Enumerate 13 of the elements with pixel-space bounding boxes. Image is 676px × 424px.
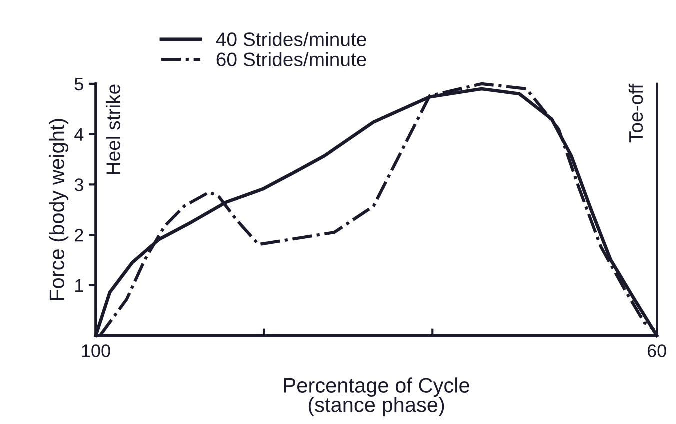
legend-label: 60 Strides/minute bbox=[216, 52, 366, 66]
y-tick-label: 2 bbox=[75, 229, 84, 242]
y-axis-title: Force (body weight) bbox=[49, 119, 69, 300]
y-tick-label: 1 bbox=[76, 280, 84, 292]
y-tick-label: 3 bbox=[74, 178, 84, 192]
x-tick-label: 100 bbox=[82, 344, 110, 358]
x-tick-label: 60 bbox=[648, 344, 666, 358]
y-tick-label: 5 bbox=[74, 78, 84, 91]
x-axis-title: Percentage of Cycle (stance phase) bbox=[284, 378, 470, 416]
legend-label: 40 Strides/minute bbox=[216, 32, 366, 46]
ref-line-label: Heel strike bbox=[106, 84, 120, 174]
ref-line-label: Toe-off bbox=[628, 84, 644, 143]
y-tick-label: 4 bbox=[74, 128, 84, 141]
